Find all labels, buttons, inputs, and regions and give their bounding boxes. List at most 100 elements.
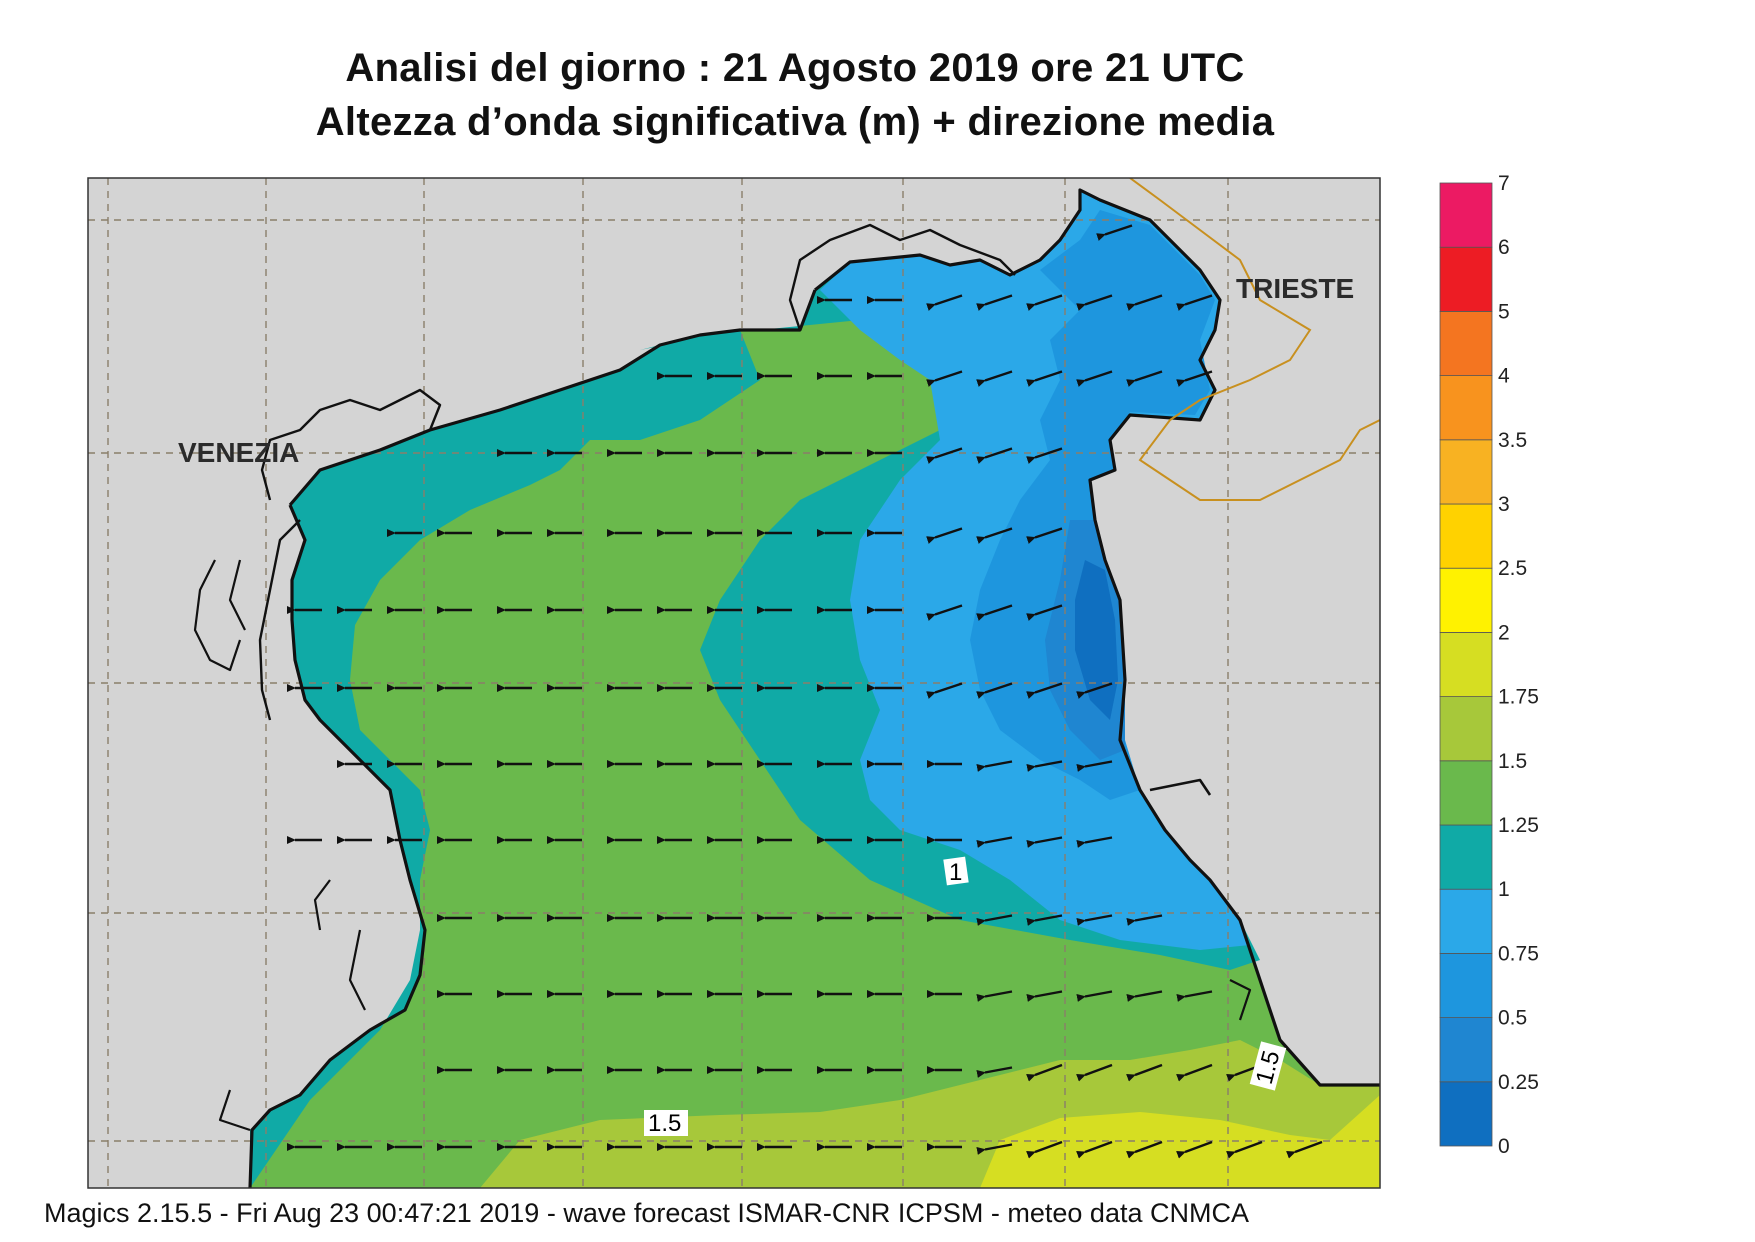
wave-arrow — [976, 370, 1013, 387]
wave-arrow — [1026, 294, 1063, 311]
wave-arrow — [1026, 447, 1063, 464]
wave-arrow — [1026, 682, 1063, 699]
colorbar-legend: 0 0.25 0.5 0.75 1 1.25 1.5 1.75 2 2.5 3 3.5 4 5 6 7 — [1439, 172, 1539, 1158]
wave-arrow — [1026, 990, 1063, 1002]
legend-swatch — [1439, 375, 1493, 441]
legend-swatch — [1439, 182, 1493, 248]
city-label-trieste: TRIESTE — [1236, 273, 1354, 304]
svg-text:1: 1 — [949, 859, 962, 886]
legend-tick-label: 3.5 — [1498, 429, 1527, 452]
legend-tick-label: 6 — [1498, 236, 1510, 259]
wave-arrow — [1076, 1063, 1113, 1082]
wave-arrow — [1126, 1063, 1163, 1082]
wave-arrow — [1176, 294, 1213, 311]
svg-text:1.5: 1.5 — [648, 1110, 681, 1137]
wave-arrow — [976, 760, 1013, 772]
wave-arrow — [1026, 836, 1063, 848]
wave-arrow — [1026, 370, 1063, 387]
legend-tick-label: 1.75 — [1498, 686, 1539, 709]
legend-tick-label: 2.5 — [1498, 557, 1527, 580]
wave-arrow — [1096, 224, 1133, 241]
map-area: 1 1.5 1.5 VENEZIA TRIESTE — [88, 178, 1380, 1188]
legend-tick-label: 3 — [1498, 493, 1510, 516]
wave-arrow — [976, 294, 1013, 311]
wave-arrow — [1076, 760, 1113, 772]
legend-tick-label: 0.75 — [1498, 942, 1539, 965]
legend-swatch — [1439, 439, 1493, 505]
wave-arrow — [1076, 836, 1113, 848]
legend-swatch — [1439, 696, 1493, 762]
wave-arrow — [1126, 990, 1163, 1002]
wave-arrow — [1226, 1140, 1263, 1159]
map-frame — [87, 177, 1381, 1189]
legend-swatch — [1439, 888, 1493, 954]
city-label-venezia: VENEZIA — [178, 437, 299, 468]
wave-arrow — [1026, 604, 1063, 621]
legend-tick-label: 5 — [1498, 300, 1510, 323]
legend-swatch — [1439, 632, 1493, 698]
wave-arrow — [976, 914, 1013, 926]
wave-arrow — [976, 990, 1013, 1002]
wave-arrow — [976, 682, 1013, 699]
legend-swatch — [1439, 1017, 1493, 1083]
wave-arrow — [976, 527, 1013, 544]
wave-arrow — [1076, 990, 1113, 1002]
wave-arrow — [1026, 914, 1063, 926]
wave-arrow — [1176, 990, 1213, 1002]
wave-arrow — [1026, 1063, 1063, 1082]
legend-tick-label: 0 — [1498, 1135, 1510, 1158]
wave-arrow — [976, 604, 1013, 621]
contour-label-1: 1 — [943, 856, 969, 886]
legend-swatch — [1439, 246, 1493, 312]
wave-arrow — [1026, 527, 1063, 544]
wave-arrow — [1026, 1140, 1063, 1159]
legend-tick-label: 1.5 — [1498, 750, 1527, 773]
wave-arrow — [1176, 1063, 1213, 1082]
wave-arrow — [1076, 294, 1113, 311]
legend-swatch — [1439, 503, 1493, 569]
title-line-1: Analisi del giorno : 21 Agosto 2019 ore … — [345, 46, 1245, 90]
wave-arrow — [1176, 1140, 1213, 1159]
wave-arrow — [926, 682, 963, 699]
wave-arrow — [1076, 1140, 1113, 1159]
legend-swatch — [1439, 760, 1493, 826]
wave-arrow — [926, 527, 963, 544]
wave-arrow — [926, 294, 963, 311]
legend-tick-label: 7 — [1498, 172, 1510, 195]
legend-tick-label: 1.25 — [1498, 814, 1539, 837]
wave-arrow — [1076, 370, 1113, 387]
wave-arrow — [976, 1066, 1013, 1078]
wave-direction-arrows — [287, 224, 1323, 1159]
wave-arrow — [1126, 1140, 1163, 1159]
legend-swatch — [1439, 1081, 1493, 1147]
wave-arrow — [926, 447, 963, 464]
contour-blue-0 — [1075, 560, 1118, 720]
contour-label-1-5-south: 1.5 — [644, 1110, 688, 1137]
legend-tick-label: 2 — [1498, 621, 1510, 644]
wave-arrow — [1076, 682, 1113, 699]
wave-arrow — [976, 447, 1013, 464]
wave-arrow — [1176, 370, 1213, 387]
coastline — [193, 188, 1380, 1188]
wave-arrow — [1126, 294, 1163, 311]
wave-arrow — [1126, 914, 1163, 926]
footer-credits: Magics 2.15.5 - Fri Aug 23 00:47:21 2019… — [44, 1198, 1249, 1228]
legend-swatch — [1439, 310, 1493, 376]
legend-swatch — [1439, 567, 1493, 633]
wave-arrow — [926, 604, 963, 621]
wave-arrow — [976, 1143, 1013, 1155]
legend-swatch — [1439, 953, 1493, 1019]
wave-arrow — [1076, 914, 1113, 926]
wave-arrow — [1126, 370, 1163, 387]
wave-arrow — [1286, 1140, 1323, 1159]
legend-tick-label: 1 — [1498, 878, 1510, 901]
legend-tick-label: 4 — [1498, 365, 1510, 388]
legend-swatch — [1439, 824, 1493, 890]
wave-arrow — [1026, 760, 1063, 772]
contour-teal-west — [250, 330, 760, 1188]
national-border — [1129, 178, 1380, 501]
wave-arrow — [976, 836, 1013, 848]
legend-tick-label: 0.5 — [1498, 1007, 1527, 1030]
title-line-2: Altezza d’onda significativa (m) + direz… — [315, 100, 1275, 144]
